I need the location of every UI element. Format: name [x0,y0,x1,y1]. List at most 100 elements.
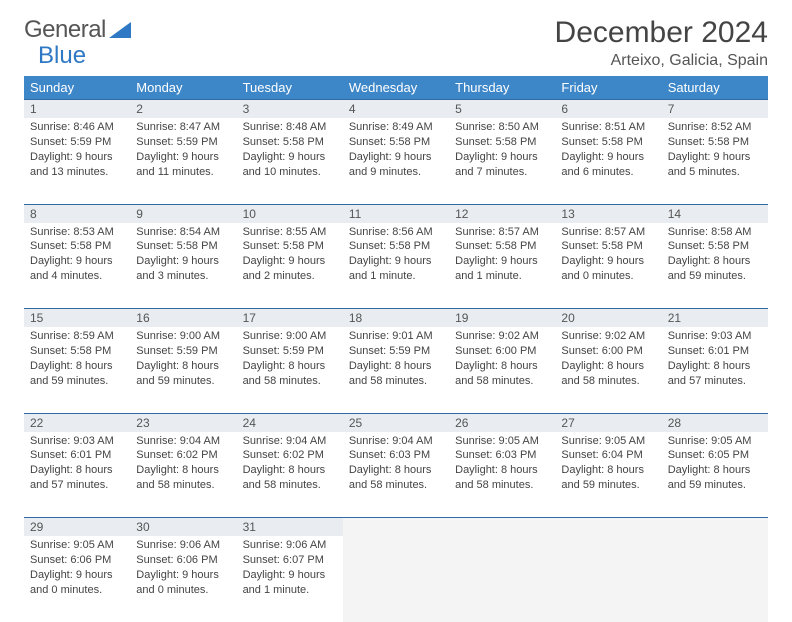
sunset-line: Sunset: 6:00 PM [455,344,549,359]
sunset-line: Sunset: 6:03 PM [455,448,549,463]
sunset-line: Sunset: 6:05 PM [668,448,762,463]
sunset-line: Sunset: 6:06 PM [136,553,230,568]
daylight-line: Daylight: 9 hours and 6 minutes. [561,150,655,180]
daylight-line: Daylight: 8 hours and 58 minutes. [243,463,337,493]
day-number-cell: 15 [24,309,130,328]
daylight-line: Daylight: 9 hours and 13 minutes. [30,150,124,180]
day-content-cell: Sunrise: 8:58 AMSunset: 5:58 PMDaylight:… [662,223,768,309]
sunrise-line: Sunrise: 9:05 AM [30,538,124,553]
day-number-cell: 2 [130,100,236,119]
day-number-row: 15161718192021 [24,309,768,328]
day-content-cell [343,536,449,622]
daylight-line: Daylight: 9 hours and 1 minute. [455,254,549,284]
day-content-cell: Sunrise: 9:01 AMSunset: 5:59 PMDaylight:… [343,327,449,413]
day-content-cell [449,536,555,622]
day-number-cell: 28 [662,413,768,432]
day-content-cell: Sunrise: 9:02 AMSunset: 6:00 PMDaylight:… [449,327,555,413]
sunset-line: Sunset: 5:58 PM [455,239,549,254]
day-number-cell: 5 [449,100,555,119]
sunset-line: Sunset: 6:06 PM [30,553,124,568]
day-number-cell: 8 [24,204,130,223]
day-number-row: 1234567 [24,100,768,119]
sunset-line: Sunset: 6:04 PM [561,448,655,463]
daylight-line: Daylight: 8 hours and 59 minutes. [668,254,762,284]
sunrise-line: Sunrise: 9:05 AM [668,434,762,449]
daylight-line: Daylight: 8 hours and 59 minutes. [668,463,762,493]
daylight-line: Daylight: 9 hours and 1 minute. [349,254,443,284]
sunrise-line: Sunrise: 8:59 AM [30,329,124,344]
sunrise-line: Sunrise: 9:05 AM [455,434,549,449]
daylight-line: Daylight: 9 hours and 0 minutes. [30,568,124,598]
daylight-line: Daylight: 8 hours and 58 minutes. [455,463,549,493]
day-content-cell: Sunrise: 8:59 AMSunset: 5:58 PMDaylight:… [24,327,130,413]
sunrise-line: Sunrise: 8:57 AM [561,225,655,240]
sunrise-line: Sunrise: 8:56 AM [349,225,443,240]
day-content-cell: Sunrise: 9:06 AMSunset: 6:07 PMDaylight:… [237,536,343,622]
sunset-line: Sunset: 5:58 PM [243,239,337,254]
sunset-line: Sunset: 6:03 PM [349,448,443,463]
sunrise-line: Sunrise: 8:53 AM [30,225,124,240]
sunrise-line: Sunrise: 8:46 AM [30,120,124,135]
sunrise-line: Sunrise: 8:52 AM [668,120,762,135]
sunrise-line: Sunrise: 9:02 AM [561,329,655,344]
day-content-row: Sunrise: 9:05 AMSunset: 6:06 PMDaylight:… [24,536,768,622]
sunrise-line: Sunrise: 9:04 AM [243,434,337,449]
day-content-cell: Sunrise: 9:04 AMSunset: 6:03 PMDaylight:… [343,432,449,518]
sunset-line: Sunset: 5:58 PM [349,135,443,150]
sunrise-line: Sunrise: 9:04 AM [136,434,230,449]
day-number-cell [343,518,449,537]
daylight-line: Daylight: 8 hours and 58 minutes. [561,359,655,389]
daylight-line: Daylight: 9 hours and 4 minutes. [30,254,124,284]
weekday-header: Tuesday [237,76,343,100]
day-number-cell: 16 [130,309,236,328]
sunset-line: Sunset: 5:59 PM [136,135,230,150]
day-content-cell: Sunrise: 8:51 AMSunset: 5:58 PMDaylight:… [555,118,661,204]
location-label: Arteixo, Galicia, Spain [555,52,768,70]
sunset-line: Sunset: 5:58 PM [30,344,124,359]
day-number-cell: 23 [130,413,236,432]
sunset-line: Sunset: 6:01 PM [668,344,762,359]
daylight-line: Daylight: 9 hours and 3 minutes. [136,254,230,284]
day-number-row: 891011121314 [24,204,768,223]
daylight-line: Daylight: 9 hours and 10 minutes. [243,150,337,180]
day-number-cell: 11 [343,204,449,223]
sunset-line: Sunset: 5:59 PM [30,135,124,150]
sunset-line: Sunset: 5:59 PM [243,344,337,359]
sunset-line: Sunset: 5:58 PM [455,135,549,150]
day-content-row: Sunrise: 9:03 AMSunset: 6:01 PMDaylight:… [24,432,768,518]
day-content-cell: Sunrise: 8:52 AMSunset: 5:58 PMDaylight:… [662,118,768,204]
day-number-cell: 4 [343,100,449,119]
weekday-header: Thursday [449,76,555,100]
day-content-cell [555,536,661,622]
sunrise-line: Sunrise: 9:04 AM [349,434,443,449]
day-content-cell: Sunrise: 9:05 AMSunset: 6:03 PMDaylight:… [449,432,555,518]
sunrise-line: Sunrise: 9:03 AM [668,329,762,344]
sunset-line: Sunset: 5:59 PM [349,344,443,359]
sunrise-line: Sunrise: 9:06 AM [136,538,230,553]
sunset-line: Sunset: 6:02 PM [136,448,230,463]
day-number-row: 293031 [24,518,768,537]
sunrise-line: Sunrise: 9:02 AM [455,329,549,344]
daylight-line: Daylight: 9 hours and 1 minute. [243,568,337,598]
day-number-cell [449,518,555,537]
day-number-cell: 26 [449,413,555,432]
sunrise-line: Sunrise: 8:57 AM [455,225,549,240]
sunset-line: Sunset: 6:00 PM [561,344,655,359]
sunset-line: Sunset: 5:58 PM [30,239,124,254]
day-content-row: Sunrise: 8:46 AMSunset: 5:59 PMDaylight:… [24,118,768,204]
weekday-header: Sunday [24,76,130,100]
day-content-cell: Sunrise: 8:49 AMSunset: 5:58 PMDaylight:… [343,118,449,204]
sunset-line: Sunset: 5:58 PM [136,239,230,254]
day-number-cell: 30 [130,518,236,537]
day-content-cell [662,536,768,622]
sunrise-line: Sunrise: 9:06 AM [243,538,337,553]
sunrise-line: Sunrise: 8:58 AM [668,225,762,240]
day-content-cell: Sunrise: 9:04 AMSunset: 6:02 PMDaylight:… [130,432,236,518]
day-number-cell: 7 [662,100,768,119]
weekday-header: Saturday [662,76,768,100]
daylight-line: Daylight: 9 hours and 2 minutes. [243,254,337,284]
sunset-line: Sunset: 5:58 PM [561,239,655,254]
daylight-line: Daylight: 8 hours and 59 minutes. [30,359,124,389]
day-number-cell: 21 [662,309,768,328]
sunrise-line: Sunrise: 8:51 AM [561,120,655,135]
